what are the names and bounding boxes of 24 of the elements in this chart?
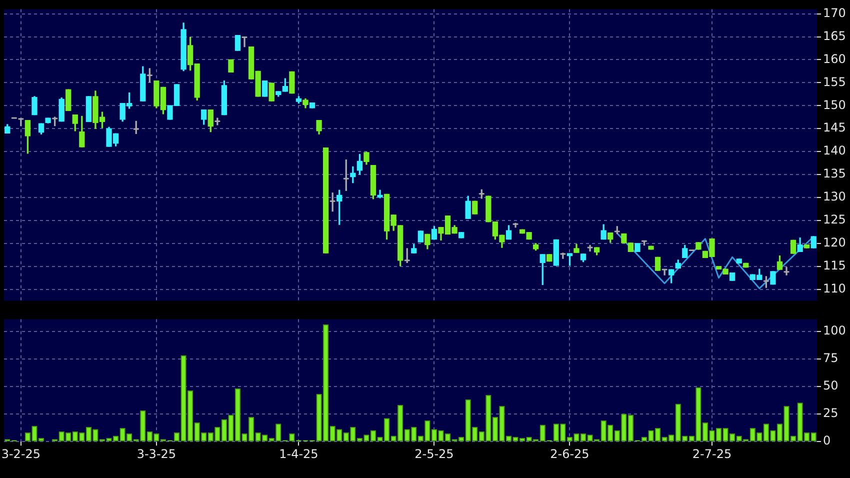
y-tick-label: 145	[823, 120, 846, 135]
y-tick-label: 50	[823, 378, 838, 393]
y-tick-label: 160	[823, 52, 846, 66]
x-tick-label: 3-3-25	[136, 446, 176, 461]
y-tick-label: 150	[823, 98, 846, 112]
y-tick-label: 130	[823, 190, 846, 204]
x-tick-label: 3-2-25	[1, 446, 41, 461]
y-tick-label: 25	[823, 406, 838, 420]
y-tick-label: 0	[823, 434, 831, 448]
y-tick-label: 75	[823, 351, 838, 366]
y-tick-label: 170	[823, 6, 846, 20]
y-tick-label: 165	[823, 28, 846, 43]
x-tick-label: 2-6-25	[550, 446, 590, 461]
y-tick-label: 135	[823, 166, 846, 181]
x-tick-label: 1-4-25	[279, 446, 318, 461]
y-tick-label: 100	[823, 323, 846, 338]
y-tick-label: 115	[823, 258, 846, 272]
y-tick-label: 125	[823, 212, 846, 227]
y-tick-label: 140	[823, 144, 846, 158]
y-tick-label: 110	[823, 281, 846, 296]
y-tick-label: 120	[823, 236, 846, 250]
x-tick-label: 2-5-25	[414, 446, 454, 461]
x-tick-label: 2-7-25	[692, 446, 732, 461]
y-tick-label: 155	[823, 74, 846, 89]
